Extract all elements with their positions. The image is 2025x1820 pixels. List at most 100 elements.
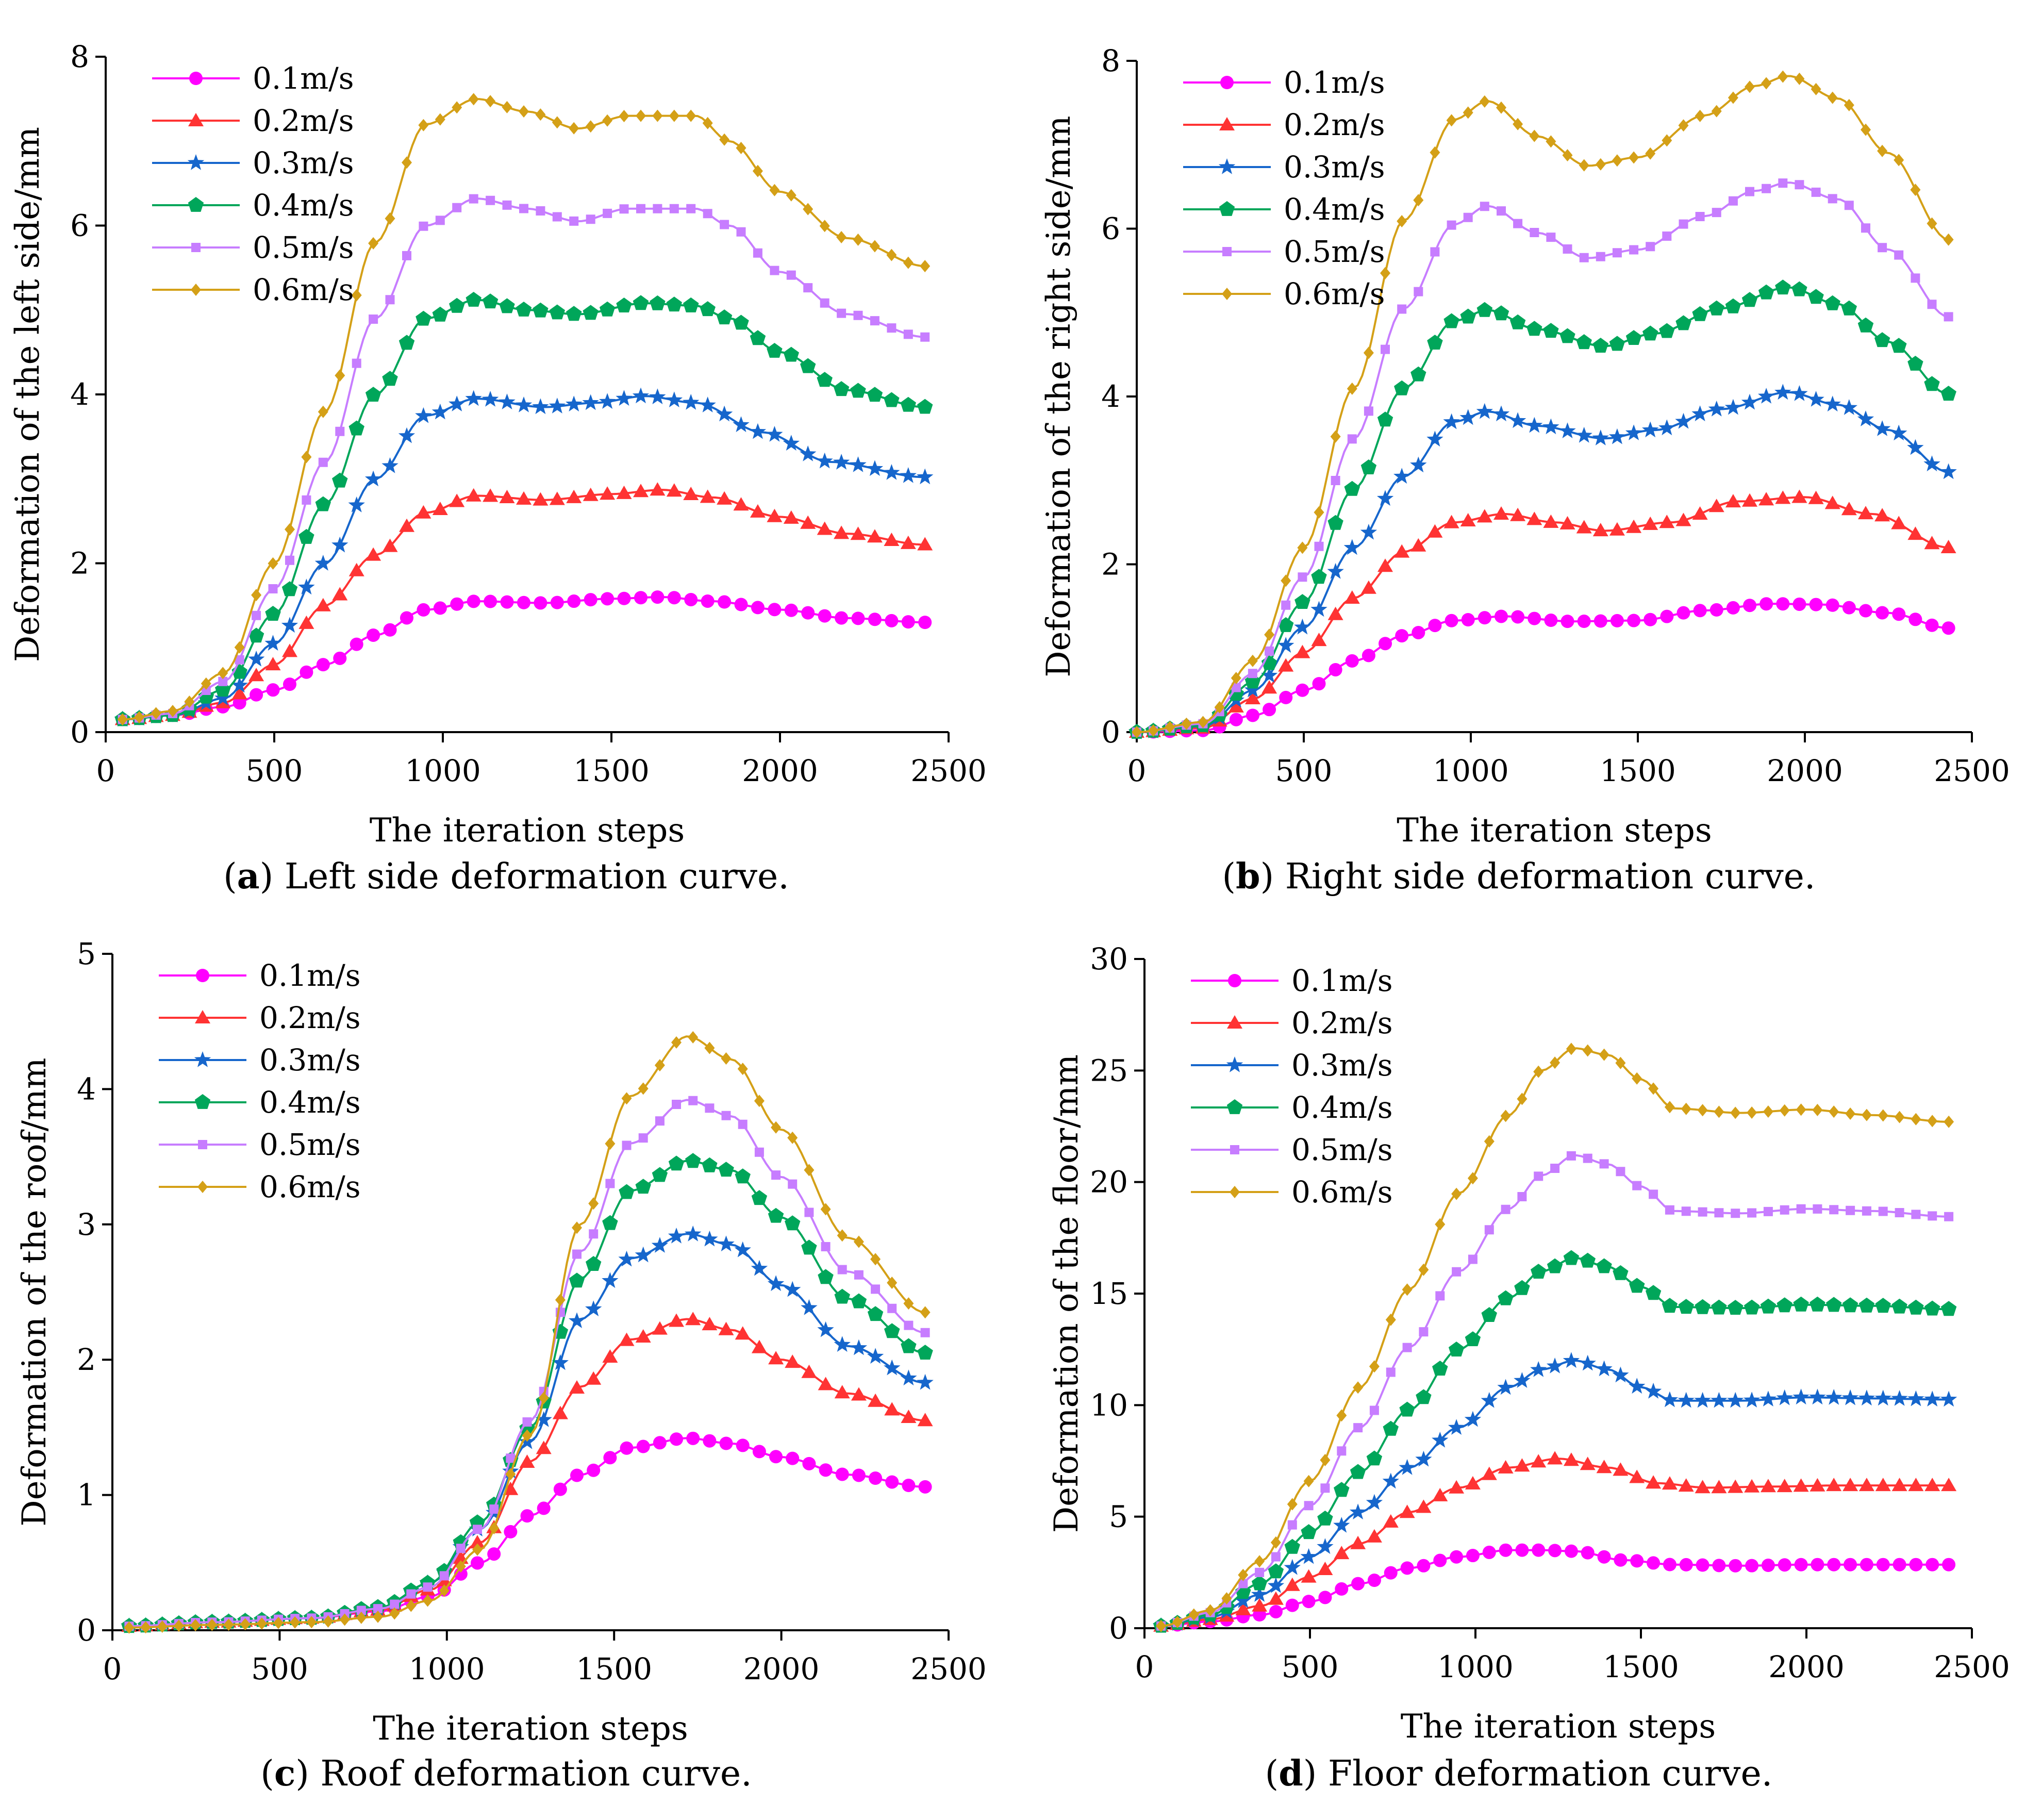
data-point — [1846, 1205, 1855, 1215]
data-point — [853, 1235, 864, 1248]
data-point — [190, 1619, 201, 1632]
data-point — [582, 394, 599, 410]
data-point — [1861, 223, 1870, 233]
data-point — [1576, 520, 1592, 534]
legend-marker — [1220, 76, 1234, 89]
data-point — [356, 1606, 366, 1615]
data-point — [536, 1441, 552, 1454]
data-point — [1874, 332, 1890, 348]
data-point — [1795, 180, 1804, 190]
data-point — [1908, 1478, 1924, 1492]
data-point — [1632, 1072, 1642, 1085]
data-point — [1695, 1480, 1711, 1494]
data-point — [702, 1157, 718, 1172]
data-point — [1627, 614, 1641, 627]
data-point — [252, 610, 261, 620]
data-point — [1510, 507, 1526, 521]
data-point — [1460, 308, 1476, 324]
data-point — [650, 482, 666, 496]
data-point — [804, 1164, 815, 1177]
y-tick-label: 0 — [1109, 1611, 1128, 1646]
data-point — [1724, 399, 1741, 415]
data-point — [652, 1321, 668, 1335]
data-point — [1579, 1354, 1596, 1371]
data-point — [885, 614, 899, 627]
data-point — [1547, 1451, 1563, 1465]
data-point — [1762, 184, 1771, 193]
data-point — [1728, 1300, 1744, 1315]
data-point — [719, 1436, 733, 1450]
data-point — [586, 214, 595, 224]
data-point — [400, 611, 413, 625]
data-point — [1542, 418, 1559, 435]
data-point — [619, 204, 629, 214]
data-point — [369, 315, 378, 324]
data-point — [1811, 82, 1821, 95]
data-point — [834, 1336, 851, 1352]
data-point — [339, 1613, 350, 1626]
data-point — [1559, 328, 1575, 343]
data-point — [733, 497, 749, 511]
data-point — [718, 1321, 734, 1335]
data-point — [1874, 1389, 1891, 1406]
data-point — [1362, 649, 1375, 663]
data-point — [402, 156, 412, 169]
data-point — [1287, 1498, 1298, 1511]
data-point — [469, 194, 478, 204]
data-point — [1244, 681, 1262, 698]
data-point — [1281, 574, 1291, 587]
data-point — [1399, 1504, 1415, 1518]
data-point — [786, 189, 796, 202]
data-point — [649, 388, 666, 404]
data-point — [1842, 1297, 1858, 1313]
data-point — [1730, 1106, 1741, 1119]
data-point — [390, 1599, 400, 1609]
data-point — [468, 93, 479, 106]
data-point — [602, 114, 613, 127]
data-point — [716, 309, 733, 325]
x-axis-label: The iteration steps — [373, 1710, 688, 1748]
data-point — [1744, 1299, 1760, 1315]
data-point — [735, 1168, 751, 1184]
data-point — [769, 1450, 783, 1464]
data-point — [750, 504, 766, 518]
data-point — [638, 1082, 649, 1095]
data-point — [1221, 1592, 1232, 1605]
data-point — [1841, 300, 1857, 316]
data-point — [534, 596, 547, 610]
data-point — [1498, 1290, 1514, 1305]
data-point — [850, 1339, 868, 1355]
data-point — [834, 1385, 850, 1399]
data-point — [385, 212, 395, 225]
data-point — [1808, 289, 1824, 304]
data-point — [616, 390, 633, 406]
data-point — [124, 1621, 135, 1634]
data-point — [1394, 544, 1410, 558]
data-point — [235, 655, 244, 665]
data-point — [1228, 699, 1244, 713]
data-point — [157, 1620, 168, 1633]
chart-left-side: 0 500 1000 1500 2000 2500 0 2 4 6 8 The iteration s… — [9, 39, 987, 850]
data-point — [533, 302, 549, 318]
data-point — [1926, 1558, 1939, 1571]
data-point — [1513, 219, 1523, 228]
data-point — [1550, 1056, 1561, 1069]
data-point — [516, 302, 532, 317]
data-point — [1679, 219, 1688, 229]
data-point — [1843, 1478, 1858, 1492]
data-point — [1645, 1285, 1662, 1300]
data-point — [1214, 701, 1225, 714]
data-point — [683, 297, 699, 312]
data-point — [1333, 1517, 1350, 1533]
caption-letter: a — [237, 856, 260, 897]
data-point — [583, 487, 599, 501]
data-point — [1412, 625, 1425, 639]
data-point — [382, 371, 398, 386]
data-point — [335, 426, 345, 436]
data-point — [552, 1405, 568, 1419]
data-point — [917, 468, 934, 485]
caption-text: Floor deformation curve. — [1317, 1753, 1773, 1794]
data-point — [672, 1100, 681, 1109]
data-point — [201, 686, 211, 695]
data-point — [1940, 1301, 1957, 1316]
